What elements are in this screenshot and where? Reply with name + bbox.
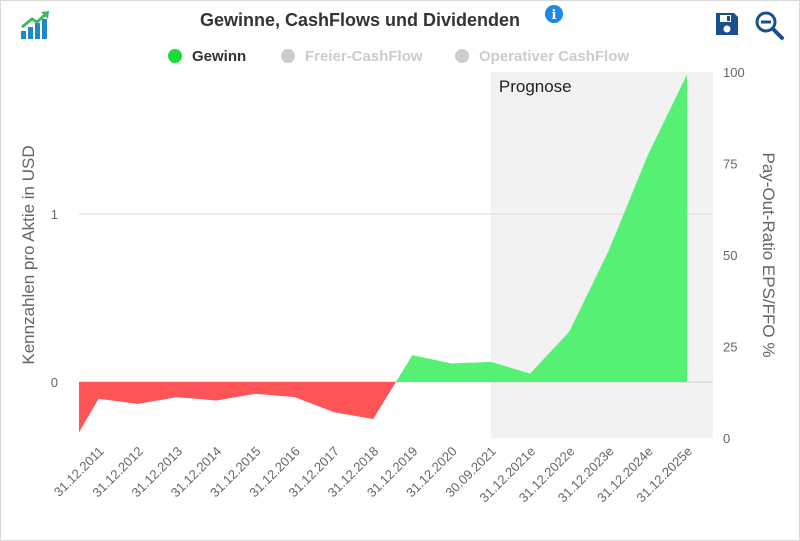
info-icon-glyph: i bbox=[552, 8, 557, 23]
y-right-tick-25: 25 bbox=[723, 340, 737, 355]
legend-label: Freier-CashFlow bbox=[305, 48, 423, 65]
data-point-31.12.2014[interactable] bbox=[214, 398, 218, 402]
legend-item-freier-cashflow[interactable]: Freier-CashFlow bbox=[281, 48, 423, 65]
zoom-out-button[interactable] bbox=[753, 9, 785, 41]
data-point-31.12.2023e[interactable] bbox=[607, 249, 611, 253]
zoom-out-icon bbox=[755, 11, 784, 40]
data-point-31.12.2020[interactable] bbox=[450, 362, 454, 366]
data-point-31.12.2017[interactable] bbox=[332, 410, 336, 414]
y-right-tick-0: 0 bbox=[723, 431, 730, 446]
y-left-tick-0: 0 bbox=[51, 375, 58, 390]
y-left-axis-title: Kennzahlen pro Aktie in USD bbox=[19, 145, 38, 364]
info-icon[interactable]: i bbox=[545, 5, 563, 23]
data-point-31.12.2016[interactable] bbox=[293, 395, 297, 399]
legend-item-operativer-cashflow[interactable]: Operativer CashFlow bbox=[455, 48, 629, 65]
floppy-disk-icon bbox=[716, 13, 738, 35]
data-point-31.12.2012[interactable] bbox=[136, 402, 140, 406]
y-right-tick-50: 50 bbox=[723, 248, 737, 263]
data-point-30.09.2021[interactable] bbox=[489, 360, 493, 364]
data-point-31.12.2025e[interactable] bbox=[685, 73, 689, 77]
data-point-31.12.2013[interactable] bbox=[175, 395, 179, 399]
y-right-tick-75: 75 bbox=[723, 157, 737, 172]
area-positive-segment bbox=[395, 74, 687, 382]
chart-title: Gewinne, CashFlows und Dividenden bbox=[200, 10, 520, 30]
legend-label: Operativer CashFlow bbox=[479, 48, 629, 65]
data-point-31.12.2018[interactable] bbox=[371, 417, 375, 421]
data-point-31.12.2011[interactable] bbox=[97, 397, 101, 401]
legend-marker bbox=[455, 49, 469, 63]
y-right-axis-title: Pay-Out-Ratio EPS/FFO % bbox=[759, 153, 778, 358]
y-right-tick-100: 100 bbox=[723, 65, 745, 80]
area-negative-segment bbox=[79, 382, 396, 433]
forecast-band-label: Prognose bbox=[499, 77, 572, 96]
data-point-31.12.2022e[interactable] bbox=[567, 330, 571, 334]
save-button[interactable] bbox=[713, 10, 741, 38]
data-point-31.12.2015[interactable] bbox=[254, 392, 258, 396]
y-left-tick-1: 1 bbox=[51, 207, 58, 222]
data-point-31.12.2019[interactable] bbox=[410, 353, 414, 357]
legend-marker bbox=[281, 49, 295, 63]
legend-item-gewinn[interactable]: Gewinn bbox=[168, 48, 246, 65]
legend-marker bbox=[168, 49, 182, 63]
logo-button[interactable] bbox=[19, 9, 51, 41]
legend-label: Gewinn bbox=[192, 48, 246, 65]
growth-chart-logo-icon bbox=[21, 11, 49, 39]
data-point-31.12.2021e[interactable] bbox=[528, 372, 532, 376]
data-point-31.12.2024e[interactable] bbox=[646, 153, 650, 157]
